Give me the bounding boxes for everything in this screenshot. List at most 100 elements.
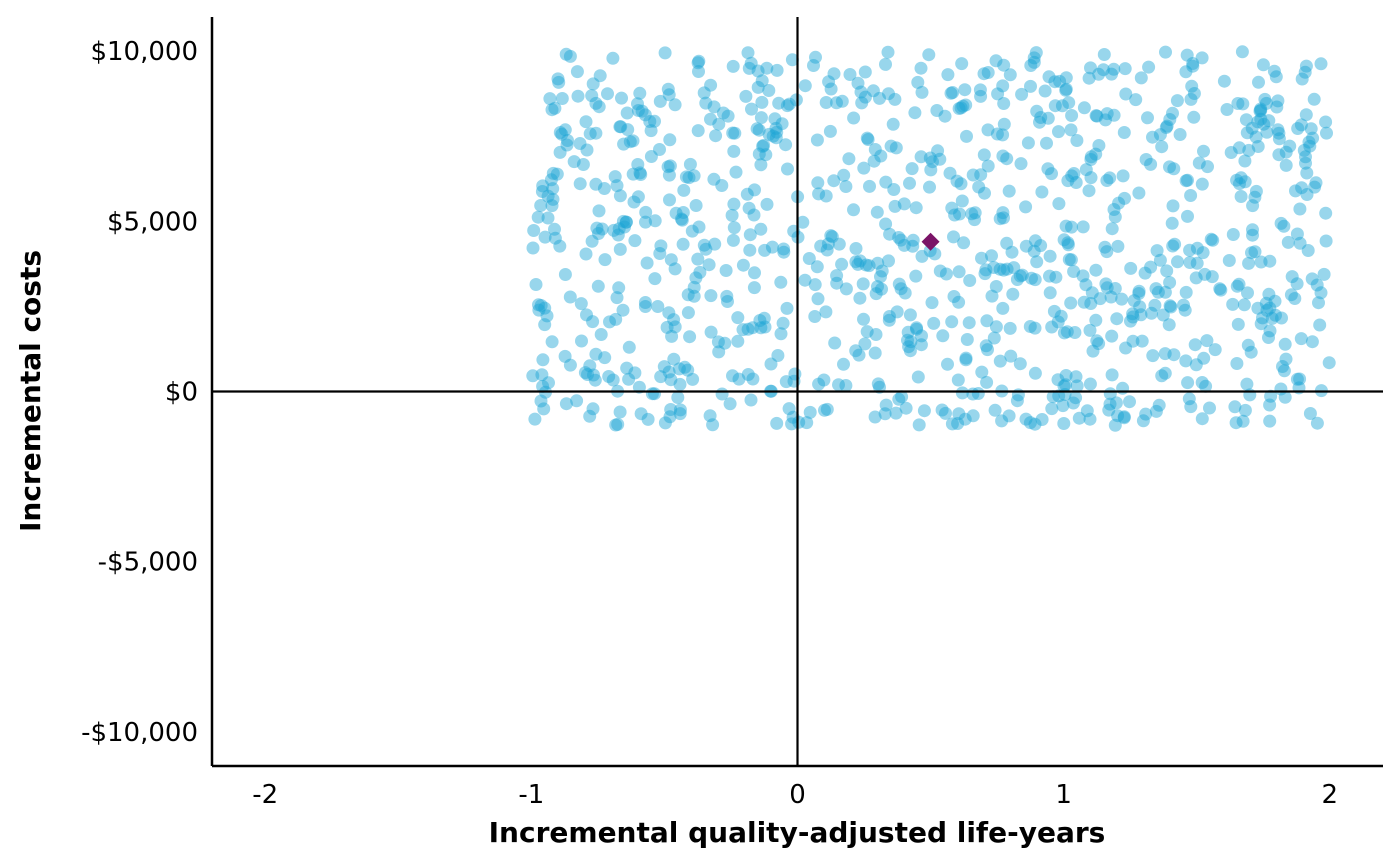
simulation-point (1093, 292, 1107, 306)
simulation-point (892, 277, 906, 291)
simulation-point (910, 322, 924, 336)
simulation-point (1105, 329, 1119, 343)
simulation-point (1199, 379, 1213, 393)
simulation-point (1124, 314, 1137, 328)
simulation-point (731, 311, 745, 325)
simulation-point (621, 123, 635, 137)
simulation-point (1056, 399, 1070, 413)
simulation-point (1165, 216, 1179, 230)
simulation-point (962, 316, 976, 330)
simulation-point (622, 372, 636, 386)
simulation-point (663, 133, 677, 147)
simulation-point (743, 243, 757, 257)
simulation-point (954, 177, 968, 191)
simulation-point (847, 203, 860, 217)
simulation-point (939, 267, 953, 281)
reference-lines (212, 17, 1383, 766)
simulation-point (939, 406, 952, 420)
simulation-point (1246, 228, 1259, 242)
simulation-point (1083, 412, 1097, 426)
simulation-point (1129, 93, 1143, 107)
simulation-point (1090, 109, 1104, 123)
simulation-point (620, 106, 634, 120)
simulation-point (1229, 416, 1243, 430)
simulation-point (989, 320, 1003, 334)
simulation-point (1013, 269, 1027, 283)
simulation-point (609, 312, 623, 326)
simulation-point (981, 123, 995, 137)
simulation-point (692, 65, 705, 78)
simulation-point (1294, 332, 1308, 346)
simulation-point (959, 98, 973, 112)
simulation-point (585, 89, 599, 103)
simulation-point (1146, 349, 1160, 363)
simulation-point (1132, 284, 1146, 298)
simulation-point (544, 173, 558, 187)
simulation-point (1116, 381, 1130, 395)
simulation-point (1053, 74, 1067, 88)
simulation-point (1118, 62, 1132, 76)
simulation-point (553, 145, 567, 159)
simulation-point (1182, 392, 1196, 406)
simulation-point (583, 409, 597, 423)
simulation-point (1181, 209, 1194, 223)
simulation-point (653, 247, 667, 260)
simulation-point (1158, 347, 1172, 361)
simulation-point (587, 368, 600, 382)
simulation-point (889, 406, 903, 420)
point-estimate (921, 232, 940, 251)
simulation-point (774, 275, 788, 289)
simulation-point (580, 308, 593, 322)
simulation-point (1251, 115, 1265, 129)
simulation-point (731, 334, 745, 348)
simulation-point (1294, 118, 1308, 132)
simulation-point (1276, 360, 1289, 373)
simulation-point (1068, 326, 1082, 339)
simulation-point (1021, 136, 1035, 150)
simulation-point (1267, 64, 1281, 78)
simulation-point (1262, 114, 1276, 128)
simulation-point (1302, 135, 1316, 149)
simulation-point (526, 369, 540, 383)
simulation-point (1197, 351, 1211, 365)
simulation-point (1079, 163, 1093, 177)
simulation-point (732, 372, 746, 386)
simulation-point (1105, 67, 1118, 81)
simulation-point (534, 199, 548, 212)
simulation-point (675, 212, 688, 226)
simulation-point (1057, 417, 1071, 430)
simulation-point (548, 101, 562, 115)
simulation-point (1153, 128, 1167, 142)
simulation-point (1048, 75, 1062, 89)
simulation-point (1052, 389, 1066, 403)
simulation-point (779, 138, 793, 152)
simulation-point (897, 238, 911, 252)
simulation-point (559, 47, 573, 61)
simulation-point (867, 154, 881, 168)
simulation-point (653, 143, 666, 156)
simulation-point (1190, 256, 1204, 270)
simulation-point (1085, 286, 1099, 300)
simulation-point (1139, 153, 1153, 166)
simulation-point (753, 314, 767, 327)
simulation-point (563, 290, 577, 304)
simulation-point (609, 418, 623, 432)
simulation-point (613, 405, 627, 419)
simulation-point (1305, 272, 1319, 286)
simulation-point (906, 233, 920, 247)
simulation-point (882, 254, 895, 268)
simulation-point (1244, 345, 1258, 359)
simulation-point (993, 354, 1007, 368)
simulation-point (1173, 128, 1187, 141)
simulation-point (610, 179, 624, 193)
simulation-point (935, 403, 949, 417)
simulation-point (1015, 268, 1029, 282)
simulation-point (586, 77, 600, 91)
simulation-point (1035, 413, 1049, 426)
simulation-point (758, 320, 772, 334)
simulation-point (1040, 136, 1053, 150)
simulation-point (1072, 411, 1086, 425)
simulation-point (1035, 185, 1049, 199)
simulation-point (662, 88, 676, 102)
simulation-point (1320, 126, 1333, 140)
